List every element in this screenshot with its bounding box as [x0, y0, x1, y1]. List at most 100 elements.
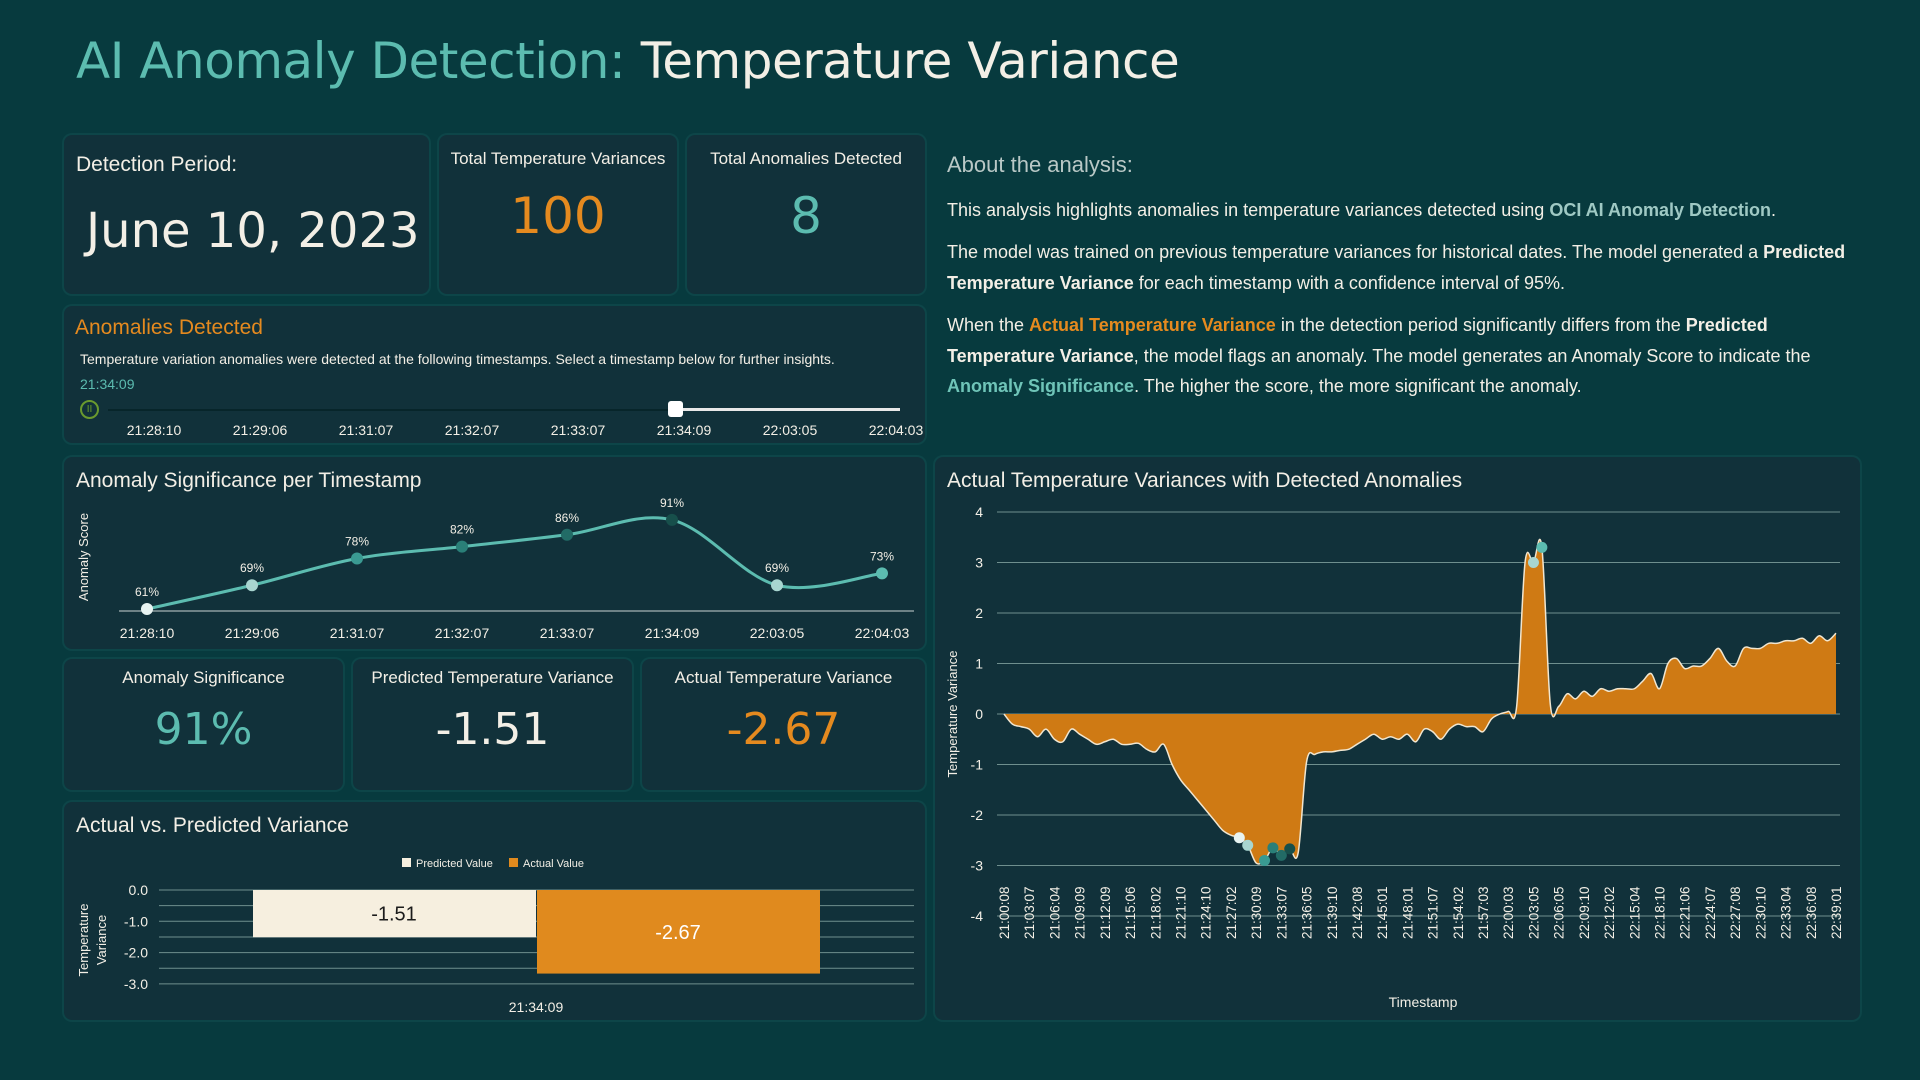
significance-chart-title: Anomaly Significance per Timestamp: [76, 469, 422, 492]
area-fill: [1004, 539, 1836, 865]
x-tick-label: 21:12:09: [1098, 886, 1113, 939]
data-label: 69%: [765, 561, 789, 575]
bar: [253, 890, 536, 938]
slider-timestamp-label[interactable]: 21:33:07: [550, 422, 606, 438]
anomaly-point: [1536, 541, 1548, 553]
total-variances-value: 100: [510, 187, 606, 245]
bar-chart: Temperature Variance 0.0 -1.0 -2.0 -3.0 Predic…: [76, 858, 914, 1015]
selected-timestamp: 21:34:09: [80, 376, 135, 392]
x-tick-label: 22:33:04: [1779, 886, 1794, 939]
slider-track-left[interactable]: [108, 409, 675, 411]
x-tick-label: 21:15:06: [1123, 886, 1138, 939]
anomalies-detected-panel: Anomalies Detected Temperature variation…: [64, 306, 925, 443]
text: . The higher the score, the more signifi…: [1134, 376, 1582, 396]
anomaly-point: [1267, 842, 1279, 854]
x-tick-label: 21:21:10: [1173, 886, 1188, 939]
slider-timestamp-label[interactable]: 22:03:05: [762, 422, 818, 438]
slider-timestamp-label[interactable]: 21:29:06: [232, 422, 288, 438]
x-tick-label: 21:31:07: [330, 625, 385, 641]
data-point: [771, 579, 783, 592]
y-tick-label: -2: [971, 807, 984, 823]
data-point: [456, 540, 468, 553]
data-label: 61%: [135, 585, 159, 599]
total-anomalies-label: Total Anomalies Detected: [710, 149, 902, 168]
data-label: 73%: [870, 549, 894, 563]
text: The model was trained on previous temper…: [947, 242, 1764, 262]
x-tick-label: 22:03:05: [750, 625, 805, 641]
pause-circle-icon[interactable]: II: [80, 400, 99, 419]
text: Predicted Temperature Variance: [947, 242, 1846, 293]
x-tick-label: 21:29:06: [225, 625, 280, 641]
x-tick-label: 22:27:08: [1728, 886, 1743, 939]
slider-timestamp-label[interactable]: 21:32:07: [444, 422, 500, 438]
anomaly-point: [1233, 832, 1245, 844]
legend-label: Predicted Value: [416, 858, 493, 870]
detection-period-value: June 10, 2023: [86, 203, 420, 259]
total-anomalies-value: 8: [790, 187, 822, 245]
slider-timestamp-label[interactable]: 22:04:03: [868, 422, 924, 438]
text: When the: [947, 315, 1030, 335]
slider-timestamp-label[interactable]: 21:28:10: [126, 422, 182, 438]
x-tick-label: 21:09:09: [1073, 886, 1088, 939]
x-tick-label: 21:33:07: [1274, 886, 1289, 939]
slider-track-right[interactable]: [675, 408, 900, 411]
y-tick-label: 4: [975, 504, 983, 520]
x-axis-label: Timestamp: [1389, 994, 1458, 1010]
anomaly-point: [1242, 839, 1254, 851]
slider-timestamp-label[interactable]: 21:34:09: [656, 422, 712, 438]
x-tick-label: 22:09:10: [1577, 886, 1592, 939]
anomaly-point: [1259, 854, 1271, 866]
x-tick-label: 22:18:10: [1653, 886, 1668, 939]
data-point: [246, 579, 258, 592]
x-tick-label: 22:06:05: [1552, 886, 1567, 939]
text: for each timestamp with a confidence int…: [1133, 272, 1565, 293]
x-tick-label: 21:54:02: [1451, 886, 1466, 939]
x-tick-label: 21:03:07: [1022, 886, 1037, 939]
text: Actual Temperature Variance: [1029, 315, 1276, 335]
data-label: 69%: [240, 561, 264, 575]
y-tick-label: 0.0: [129, 882, 149, 898]
data-point: [141, 603, 153, 615]
bar-chart-title: Actual vs. Predicted Variance: [76, 814, 349, 837]
predicted-kpi-card: Predicted Temperature Variance -1.51: [353, 659, 632, 790]
data-label: 91%: [660, 496, 684, 510]
x-tick-label: 21:32:07: [435, 625, 490, 641]
text: Anomaly Significance: [947, 376, 1135, 396]
data-label: 78%: [345, 535, 369, 549]
x-tick-label: 22:24:07: [1703, 886, 1718, 939]
x-tick-label: 21:36:05: [1300, 886, 1315, 939]
anomaly-point: [1527, 557, 1539, 568]
y-tick-label: 2: [975, 605, 983, 621]
y-axis-label: Anomaly Score: [76, 513, 91, 601]
x-tick-label: 22:30:10: [1753, 886, 1768, 939]
data-label: 82%: [450, 523, 474, 537]
x-tick-label: 22:15:04: [1627, 886, 1642, 939]
about-paragraph-2: The model was trained on previous temper…: [947, 237, 1867, 298]
slider-timestamp-label[interactable]: 21:31:07: [338, 422, 394, 438]
text: Predicted Temperature Variance: [947, 315, 1768, 366]
actual-kpi-card: Actual Temperature Variance -2.67: [642, 659, 925, 790]
legend-label: Actual Value: [523, 858, 584, 870]
bar: [537, 890, 820, 974]
text: This analysis highlights anomalies in te…: [947, 199, 1550, 220]
slider-thumb[interactable]: [668, 401, 683, 417]
significance-chart-panel: Anomaly Significance per Timestamp Anoma…: [64, 457, 925, 649]
about-section: About the analysis: This analysis highli…: [947, 150, 1867, 414]
bar-value-label: -1.51: [371, 904, 417, 926]
total-anomalies-card: Total Anomalies Detected 8: [687, 135, 925, 294]
y-tick-label: -1.0: [124, 913, 148, 929]
x-tick-label: 22:21:06: [1678, 886, 1693, 939]
legend-swatch: [509, 858, 518, 867]
x-tick-label: 21:42:08: [1350, 886, 1365, 939]
page-title: AI Anomaly Detection: Temperature Varian…: [76, 32, 1180, 90]
about-paragraph-1: This analysis highlights anomalies in te…: [947, 195, 1867, 226]
x-tick-label: 22:04:03: [855, 625, 910, 641]
x-tick-label: 21:27:02: [1224, 886, 1239, 939]
text: , the model flags an anomaly. The model …: [1133, 345, 1811, 366]
x-tick-label: 22:39:01: [1829, 886, 1844, 939]
y-axis-label-line2: Variance: [94, 915, 109, 965]
total-variances-label: Total Temperature Variances: [450, 149, 666, 168]
oci-link: OCI AI Anomaly Detection: [1549, 199, 1772, 220]
title-main: Temperature Variance: [640, 32, 1180, 90]
x-tick-label: 21:30:09: [1249, 886, 1264, 939]
